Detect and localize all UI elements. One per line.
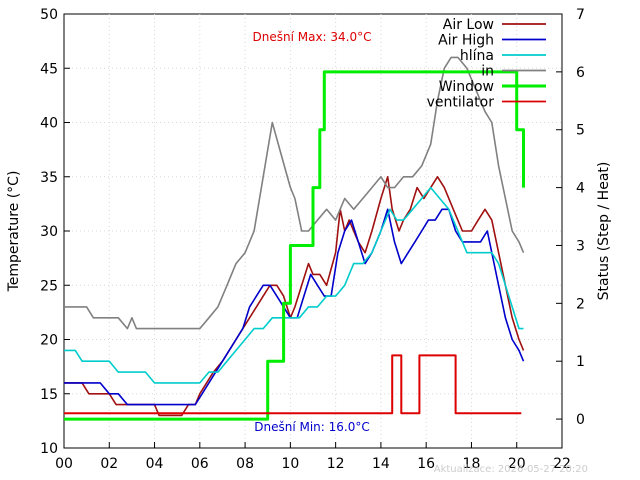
- series-line-0: [64, 176, 525, 417]
- y2-tick-label: 2: [576, 296, 585, 312]
- x-tick-label: 02: [100, 456, 118, 472]
- x-tick-label: 18: [463, 456, 481, 472]
- y2-tick-label: 6: [576, 65, 585, 81]
- series-layer: [64, 56, 525, 421]
- y-tick-label: 25: [40, 278, 58, 294]
- y-tick-label: 35: [40, 170, 58, 186]
- y2-tick-label: 4: [576, 181, 585, 197]
- x-tick-label: 00: [55, 456, 73, 472]
- legend-label-0: Air Low: [443, 17, 494, 33]
- x-tick-label: 04: [146, 456, 164, 472]
- legend-label-3: in: [481, 64, 494, 80]
- x-tick-label: 14: [372, 456, 390, 472]
- y2-tick-label: 5: [576, 123, 585, 139]
- x-tick-label: 08: [236, 456, 254, 472]
- y-tick-label: 10: [40, 441, 58, 457]
- y2-tick-label: 3: [576, 238, 585, 254]
- y-tick-label: 45: [40, 61, 58, 77]
- x-tick-label: 16: [417, 456, 435, 472]
- x-tick-label: 22: [553, 456, 571, 472]
- x-tick-label: 10: [281, 456, 299, 472]
- y2-tick-label: 0: [576, 412, 585, 428]
- max-annotation: Dnešní Max: 34.0°C: [253, 30, 372, 44]
- y2-axis-title: Status (Step / Heat): [596, 162, 612, 301]
- min-annotation: Dnešní Min: 16.0°C: [254, 420, 369, 434]
- x-tick-label: 06: [191, 456, 209, 472]
- y-tick-label: 20: [40, 333, 58, 349]
- x-tick-label: 12: [327, 456, 345, 472]
- series-line-4: [64, 70, 525, 421]
- series-line-3: [64, 56, 525, 330]
- y-axis-title: Temperature (°C): [6, 171, 22, 293]
- y-tick-label: 30: [40, 224, 58, 240]
- y2-tick-label: 1: [576, 354, 585, 370]
- y-tick-label: 50: [40, 7, 58, 23]
- legend-label-1: Air High: [438, 33, 494, 49]
- series-line-2: [64, 186, 524, 384]
- x-tick-label: 20: [508, 456, 526, 472]
- y2-tick-label: 7: [576, 7, 585, 23]
- y-tick-label: 15: [40, 387, 58, 403]
- series-line-5: [64, 354, 522, 415]
- legend-label-2: hlína: [460, 48, 494, 64]
- series-line-1: [64, 208, 525, 406]
- legend-label-5: ventilator: [427, 95, 495, 111]
- updated-annotation: Aktualizace: 2026-05-27 20:20: [434, 464, 588, 475]
- y-tick-label: 40: [40, 116, 58, 132]
- legend-label-4: Window: [439, 79, 494, 95]
